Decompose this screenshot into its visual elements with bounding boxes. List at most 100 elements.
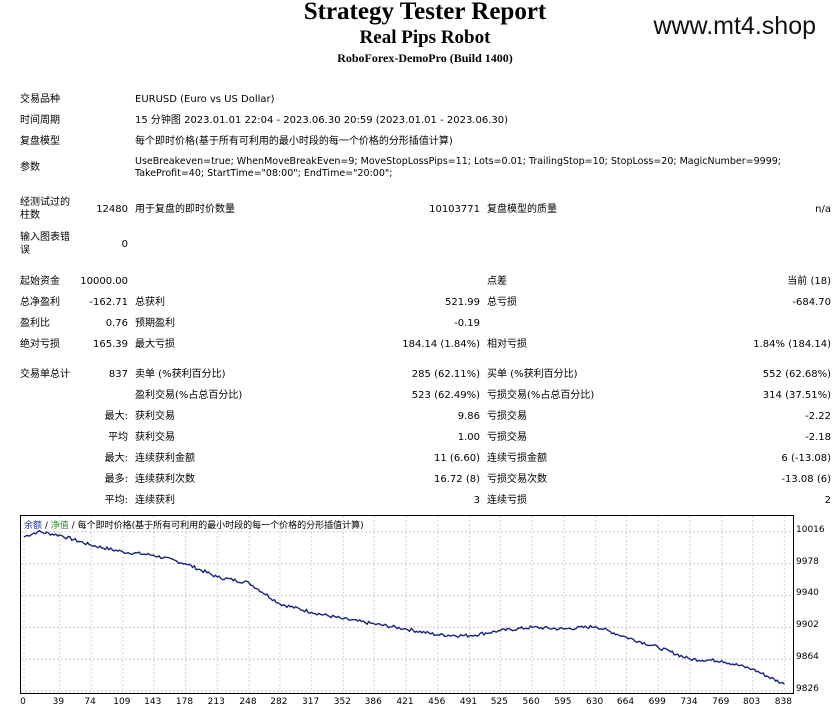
maximal-consecutive-profit-value: 16.72 (8) <box>434 474 480 485</box>
x-tick-label: 213 <box>207 697 225 707</box>
relative-drawdown-value: 1.84% (184.14) <box>753 339 831 350</box>
y-tick-label: 9826 <box>796 684 819 694</box>
max-drawdown-label: 最大亏损 <box>135 339 175 350</box>
gross-loss-label: 总亏损 <box>487 297 517 308</box>
x-tick-label: 248 <box>239 697 257 707</box>
max-consecutive-wins-value: 11 (6.60) <box>434 453 480 464</box>
average-loss-value: -2.18 <box>805 432 831 443</box>
params-label: 参数 <box>20 162 40 173</box>
gross-profit-value: 521.99 <box>445 297 480 308</box>
robot-name: Real Pips Robot <box>359 27 491 48</box>
short-positions-label: 卖单 (%获利百分比) <box>135 369 226 380</box>
loss-trades-value: 314 (37.51%) <box>762 390 831 401</box>
gross-profit-label: 总获利 <box>135 297 165 308</box>
x-tick-label: 317 <box>302 697 320 707</box>
max-consecutive-losses-label: 连续亏损金额 <box>487 453 547 464</box>
expected-payoff-value: -0.19 <box>454 318 480 329</box>
balance-line <box>23 529 785 685</box>
x-tick-label: 74 <box>84 697 96 707</box>
params-line-1: UseBreakeven=true; WhenMoveBreakEven=9; … <box>135 156 781 167</box>
x-tick-label: 178 <box>175 697 194 707</box>
x-tick-label: 769 <box>712 697 730 707</box>
y-tick-label: 9864 <box>796 652 819 663</box>
maximum-prefix: 最大: <box>104 453 128 464</box>
x-tick-label: 0 <box>20 697 26 707</box>
x-tick-label: 734 <box>680 697 698 707</box>
max-drawdown-value: 184.14 (1.84%) <box>402 339 480 350</box>
x-tick-label: 664 <box>616 697 635 707</box>
model-label: 复盘模型 <box>20 136 60 147</box>
x-tick-label: 525 <box>490 697 508 707</box>
y-tick-label: 9902 <box>796 620 819 631</box>
period-label: 时间周期 <box>20 115 60 126</box>
deposit-label: 起始资金 <box>20 276 60 287</box>
profit-trades-value: 523 (62.49%) <box>411 390 480 401</box>
legend-equity: 净值 <box>50 521 69 531</box>
long-positions-value: 552 (62.68%) <box>762 369 831 380</box>
largest-prefix: 最大: <box>104 411 128 422</box>
net-profit-value: -162.71 <box>89 297 128 308</box>
average-loss-label: 亏损交易 <box>487 432 527 443</box>
y-tick-label: 9978 <box>796 556 819 567</box>
x-tick-label: 491 <box>459 697 478 707</box>
ticks-value: 10103771 <box>429 204 480 215</box>
average-profit-label: 获利交易 <box>135 432 175 443</box>
period-value: 15 分钟图 2023.01.01 22:04 - 2023.06.30 20:… <box>135 115 509 126</box>
spread-label: 点差 <box>487 276 507 287</box>
y-tick-label: 9940 <box>796 588 819 599</box>
symbol-label: 交易品种 <box>20 94 60 105</box>
absolute-drawdown-label: 绝对亏损 <box>20 339 60 350</box>
report-title: Strategy Tester Report <box>303 0 547 25</box>
chart-legend: 余额 / 净值 / 每个即时价格(基于所有可利用的最小时段的每一个价格的分形插值… <box>24 518 364 531</box>
site-watermark: www.mt4.shop <box>653 12 816 40</box>
legend-sep-2: / <box>68 521 78 531</box>
legend-sep-1: / <box>42 521 51 531</box>
ticks-label: 用于复盘的即时价数量 <box>135 204 235 215</box>
quality-label: 复盘模型的质量 <box>487 204 557 215</box>
spread-value: 当前 (18) <box>787 276 831 287</box>
total-trades-value: 837 <box>108 369 128 380</box>
average-prefix: 平均 <box>108 432 128 443</box>
profit-factor-value: 0.76 <box>105 318 128 329</box>
average-profit-value: 1.00 <box>457 432 480 443</box>
x-tick-label: 803 <box>743 697 761 707</box>
long-positions-label: 买单 (%获利百分比) <box>487 369 578 380</box>
broker-build: RoboForex-DemoPro (Build 1400) <box>337 51 513 65</box>
params-line-2: TakeProfit=40; StartTime="08:00"; EndTim… <box>135 168 393 179</box>
x-tick-label: 352 <box>333 697 351 707</box>
symbol-value: EURUSD (Euro vs US Dollar) <box>135 94 275 105</box>
profit-factor-label: 盈利比 <box>20 318 50 329</box>
maximal-consecutive-loss-value: -13.08 (6) <box>781 474 831 485</box>
x-tick-label: 456 <box>428 697 446 707</box>
model-value: 每个即时价格(基于所有可利用的最小时段的每一个价格的分形插值计算) <box>135 136 453 147</box>
x-tick-label: 838 <box>774 697 792 707</box>
x-tick-label: 560 <box>522 697 540 707</box>
expected-payoff-label: 预期盈利 <box>135 318 175 329</box>
x-tick-label: 386 <box>364 697 382 707</box>
x-tick-label: 630 <box>586 697 604 707</box>
average-consecutive-wins-value: 3 <box>473 495 480 506</box>
bars-value: 12480 <box>96 204 128 215</box>
largest-profit-label: 获利交易 <box>135 411 175 422</box>
x-tick-label: 109 <box>113 697 131 707</box>
average-consecutive-prefix: 平均: <box>104 495 128 506</box>
y-tick-label: 10016 <box>796 524 825 535</box>
loss-trades-label: 亏损交易(%占总百分比) <box>487 390 595 401</box>
x-tick-label: 699 <box>648 697 666 707</box>
maximal-consecutive-profit-label: 连续获利次数 <box>135 474 195 485</box>
quality-value: n/a <box>815 204 831 215</box>
bars-label-2: 柱数 <box>20 210 40 221</box>
average-consecutive-losses-value: 2 <box>824 495 831 506</box>
max-consecutive-losses-value: 6 (-13.08) <box>781 453 831 464</box>
largest-profit-value: 9.86 <box>457 411 480 422</box>
largest-loss-value: -2.22 <box>805 411 831 422</box>
legend-balance: 余额 <box>24 521 43 531</box>
chart-canvas <box>21 516 793 693</box>
maximal-prefix: 最多: <box>104 474 128 485</box>
total-trades-label: 交易单总计 <box>20 369 70 380</box>
errors-value: 0 <box>121 239 128 250</box>
maximal-consecutive-loss-label: 亏损交易次数 <box>487 474 547 485</box>
x-tick-label: 595 <box>554 697 572 707</box>
errors-label-1: 输入图表错 <box>20 232 70 243</box>
largest-loss-label: 亏损交易 <box>487 411 527 422</box>
